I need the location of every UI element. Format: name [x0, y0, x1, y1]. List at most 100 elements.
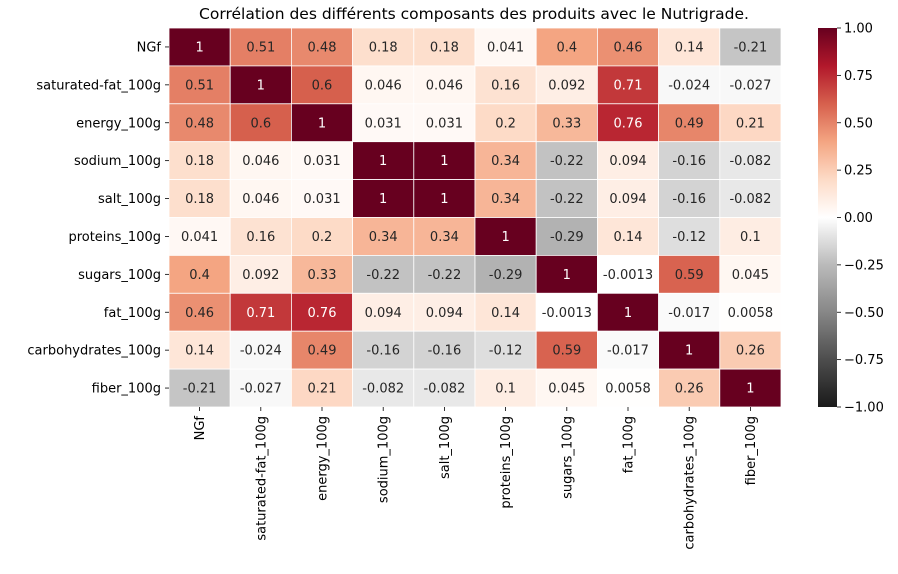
cell-value-label: 0.094	[426, 306, 463, 321]
cell-value-label: -0.16	[428, 344, 462, 359]
cell-value-label: -0.082	[362, 382, 404, 397]
y-tick-label: carbohydrates_100g	[27, 344, 161, 359]
heatmap-cell	[474, 141, 537, 180]
heatmap-cell	[352, 254, 415, 294]
heatmap-cell	[168, 217, 231, 256]
cell-value-label: 0.34	[369, 230, 398, 245]
cell-value-label: -0.22	[550, 154, 584, 169]
cell-value-label: 1	[501, 230, 509, 245]
colorbar-tick-label: −0.25	[844, 258, 884, 273]
cell-value-label: 0.092	[242, 268, 279, 283]
cell-value-label: -0.027	[729, 78, 771, 93]
heatmap-cell	[474, 179, 537, 218]
colorbar-tick-label: −1.00	[844, 401, 884, 416]
cell-value-label: 0.2	[312, 230, 333, 245]
cell-value-label: -0.21	[183, 382, 217, 397]
cell-value-label: 1	[624, 306, 632, 321]
cell-value-label: 0.1	[740, 230, 761, 245]
x-tick-label: saturated-fat_100g	[254, 416, 269, 541]
colorbar-tick-label: 0.50	[844, 116, 873, 131]
cell-value-label: -0.0013	[603, 268, 653, 283]
cell-value-label: 0.046	[242, 192, 279, 207]
heatmap-cell	[719, 27, 782, 67]
heatmap-cell	[719, 141, 782, 180]
x-tick-label: NGf	[193, 416, 208, 441]
cell-value-label: 0.48	[308, 40, 337, 55]
cell-value-label: 1	[440, 192, 448, 207]
y-tick-label: salt_100g	[98, 192, 161, 207]
cell-value-label: 0.34	[430, 230, 459, 245]
cell-value-label: 0.14	[185, 344, 214, 359]
cell-value-label: -0.024	[668, 78, 710, 93]
cell-value-label: -0.082	[729, 192, 771, 207]
cell-value-label: 0.046	[426, 78, 463, 93]
cell-value-label: -0.082	[423, 382, 465, 397]
cell-value-label: 0.76	[308, 306, 337, 321]
cell-value-label: -0.16	[672, 192, 706, 207]
cell-value-label: -0.017	[668, 306, 710, 321]
cell-value-label: 0.14	[491, 306, 520, 321]
y-tick-label: fiber_100g	[92, 382, 161, 397]
cell-value-label: -0.22	[428, 268, 462, 283]
cell-value-label: 0.51	[185, 78, 214, 93]
heatmap-cell	[352, 217, 415, 256]
heatmap-cell	[413, 330, 476, 370]
heatmap-cell	[290, 103, 353, 143]
cell-value-label: 0.0058	[605, 382, 651, 397]
heatmap-cell	[168, 141, 231, 180]
cell-value-label: 0.094	[609, 192, 646, 207]
cell-value-label: -0.12	[489, 344, 523, 359]
cell-value-label: 0.33	[552, 116, 581, 131]
cell-value-label: 0.094	[365, 306, 402, 321]
cell-value-label: 0.046	[365, 78, 402, 93]
cell-value-label: 0.031	[426, 116, 463, 131]
heatmap-cell	[658, 368, 721, 408]
heatmap-cell	[352, 368, 415, 408]
cell-value-label: 0.094	[609, 154, 646, 169]
cell-value-label: -0.22	[366, 268, 400, 283]
heatmap-cell	[168, 103, 231, 143]
cell-value-label: 0.2	[495, 116, 516, 131]
x-tick-label: proteins_100g	[499, 416, 514, 509]
heatmap-cell	[290, 292, 353, 332]
cell-value-label: 0.6	[250, 116, 271, 131]
cell-value-label: 0.49	[308, 344, 337, 359]
cell-value-label: -0.12	[672, 230, 706, 245]
cell-value-label: 0.76	[614, 116, 643, 131]
heatmap-cell	[535, 179, 598, 218]
cell-value-label: 0.34	[491, 154, 520, 169]
heatmap-cell	[719, 65, 782, 105]
heatmap-cell	[719, 254, 782, 294]
heatmap-cell	[168, 368, 231, 408]
cell-value-label: 0.33	[308, 268, 337, 283]
cell-value-label: -0.29	[489, 268, 523, 283]
heatmap-cell	[474, 368, 537, 408]
heatmap-cell	[597, 27, 660, 67]
colorbar-tick-label: −0.50	[844, 306, 884, 321]
heatmap-cell	[597, 254, 660, 294]
cell-value-label: 0.26	[736, 344, 765, 359]
colorbar-tick-label: −0.75	[844, 353, 884, 368]
cell-value-label: 0.21	[736, 116, 765, 131]
cell-value-label: 0.59	[552, 344, 581, 359]
cell-value-label: -0.0013	[542, 306, 592, 321]
heatmap-cell	[535, 65, 598, 105]
heatmap-cell	[719, 368, 782, 408]
cell-value-label: -0.22	[550, 192, 584, 207]
x-tick-label: salt_100g	[438, 416, 453, 479]
heatmap-cell	[597, 292, 660, 332]
heatmap-cell	[290, 27, 353, 67]
heatmap-cell	[535, 254, 598, 294]
cell-value-label: 0.16	[246, 230, 275, 245]
heatmap-cell	[597, 103, 660, 143]
heatmap-cell	[290, 179, 353, 218]
cell-value-label: 0.14	[614, 230, 643, 245]
cell-value-label: 0.46	[614, 40, 643, 55]
heatmap-cell	[352, 65, 415, 105]
cell-value-label: 0.031	[303, 192, 340, 207]
cell-value-label: 0.14	[675, 40, 704, 55]
cell-value-label: 0.0058	[728, 306, 774, 321]
heatmap-cell	[352, 330, 415, 370]
heatmap-cell	[535, 368, 598, 408]
heatmap-cell	[474, 254, 537, 294]
